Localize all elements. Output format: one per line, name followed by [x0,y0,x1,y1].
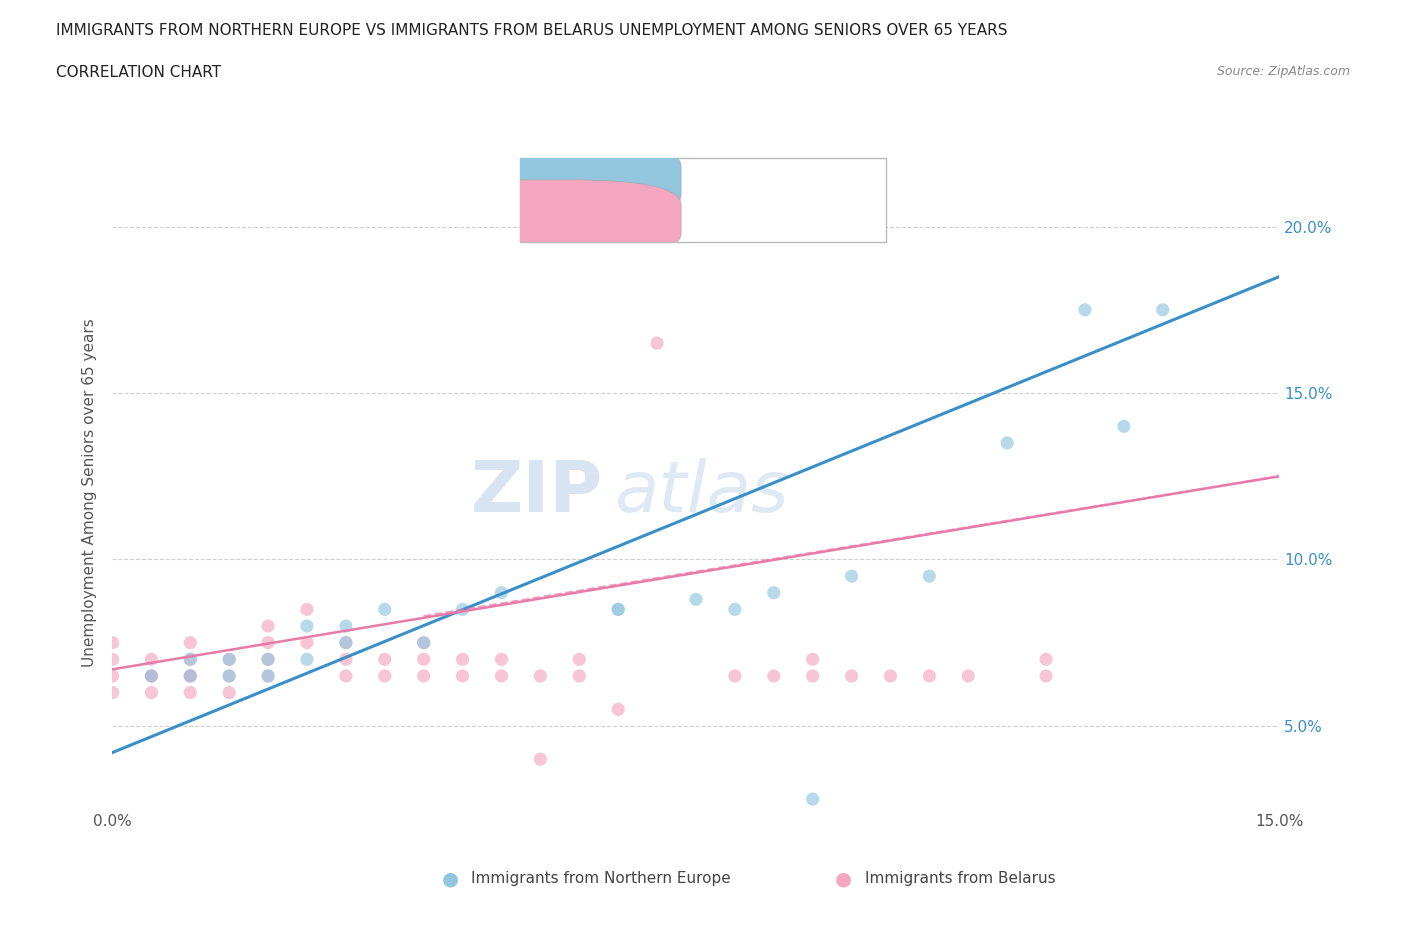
Text: ZIP: ZIP [471,458,603,527]
Point [1035,669,1057,684]
Point [879,669,901,684]
Point [607,602,630,617]
Point [645,336,668,351]
Point [257,618,280,633]
Text: R = 0.689   N = 27: R = 0.689 N = 27 [582,172,766,190]
Point [841,669,863,684]
Text: ●: ● [441,870,458,888]
Point [568,652,591,667]
Point [491,652,513,667]
Point [1112,418,1135,433]
Point [957,669,980,684]
Point [141,685,163,700]
Text: Source: ZipAtlas.com: Source: ZipAtlas.com [1216,65,1350,78]
Point [179,685,201,700]
Text: CORRELATION CHART: CORRELATION CHART [56,65,221,80]
Point [295,602,318,617]
Point [101,669,124,684]
Point [179,669,201,684]
FancyBboxPatch shape [425,179,681,259]
Text: Immigrants from Belarus: Immigrants from Belarus [865,871,1056,886]
Point [257,669,280,684]
Point [335,652,357,667]
Text: R = 0.086   N = 50: R = 0.086 N = 50 [582,210,766,228]
Point [257,635,280,650]
Point [841,568,863,583]
Point [607,602,630,617]
Point [491,669,513,684]
Point [724,602,747,617]
Point [141,669,163,684]
Point [141,669,163,684]
Text: IMMIGRANTS FROM NORTHERN EUROPE VS IMMIGRANTS FROM BELARUS UNEMPLOYMENT AMONG SE: IMMIGRANTS FROM NORTHERN EUROPE VS IMMIG… [56,23,1008,38]
Point [918,568,941,583]
Point [141,652,163,667]
Point [335,635,357,650]
Point [568,669,591,684]
Point [257,652,280,667]
Point [335,635,357,650]
FancyBboxPatch shape [425,141,681,220]
FancyBboxPatch shape [520,158,886,242]
Point [374,669,396,684]
Point [529,751,551,766]
Point [918,669,941,684]
Point [451,652,474,667]
Point [412,635,434,650]
Point [295,635,318,650]
Point [1035,652,1057,667]
Point [218,652,240,667]
Point [801,652,824,667]
Point [295,652,318,667]
Point [257,669,280,684]
Point [685,592,707,607]
Text: ●: ● [835,870,852,888]
Point [1074,302,1097,317]
Point [607,702,630,717]
Point [179,635,201,650]
Point [724,669,747,684]
Point [218,669,240,684]
Point [179,652,201,667]
Point [374,602,396,617]
Point [412,635,434,650]
Point [374,652,396,667]
Point [101,652,124,667]
Point [995,435,1018,450]
Point [451,602,474,617]
Point [179,669,201,684]
Point [295,618,318,633]
Text: atlas: atlas [614,458,789,527]
Point [491,585,513,600]
Point [218,685,240,700]
Point [179,669,201,684]
Point [801,669,824,684]
Point [141,669,163,684]
Point [412,669,434,684]
Point [412,652,434,667]
Point [179,652,201,667]
Point [101,685,124,700]
Y-axis label: Unemployment Among Seniors over 65 years: Unemployment Among Seniors over 65 years [82,318,97,667]
Point [218,652,240,667]
Text: Immigrants from Northern Europe: Immigrants from Northern Europe [471,871,731,886]
Point [451,669,474,684]
Point [762,669,785,684]
Point [218,669,240,684]
Point [335,669,357,684]
Point [101,635,124,650]
Point [801,791,824,806]
Point [1152,302,1174,317]
Point [762,585,785,600]
Point [335,618,357,633]
Point [257,652,280,667]
Point [529,669,551,684]
